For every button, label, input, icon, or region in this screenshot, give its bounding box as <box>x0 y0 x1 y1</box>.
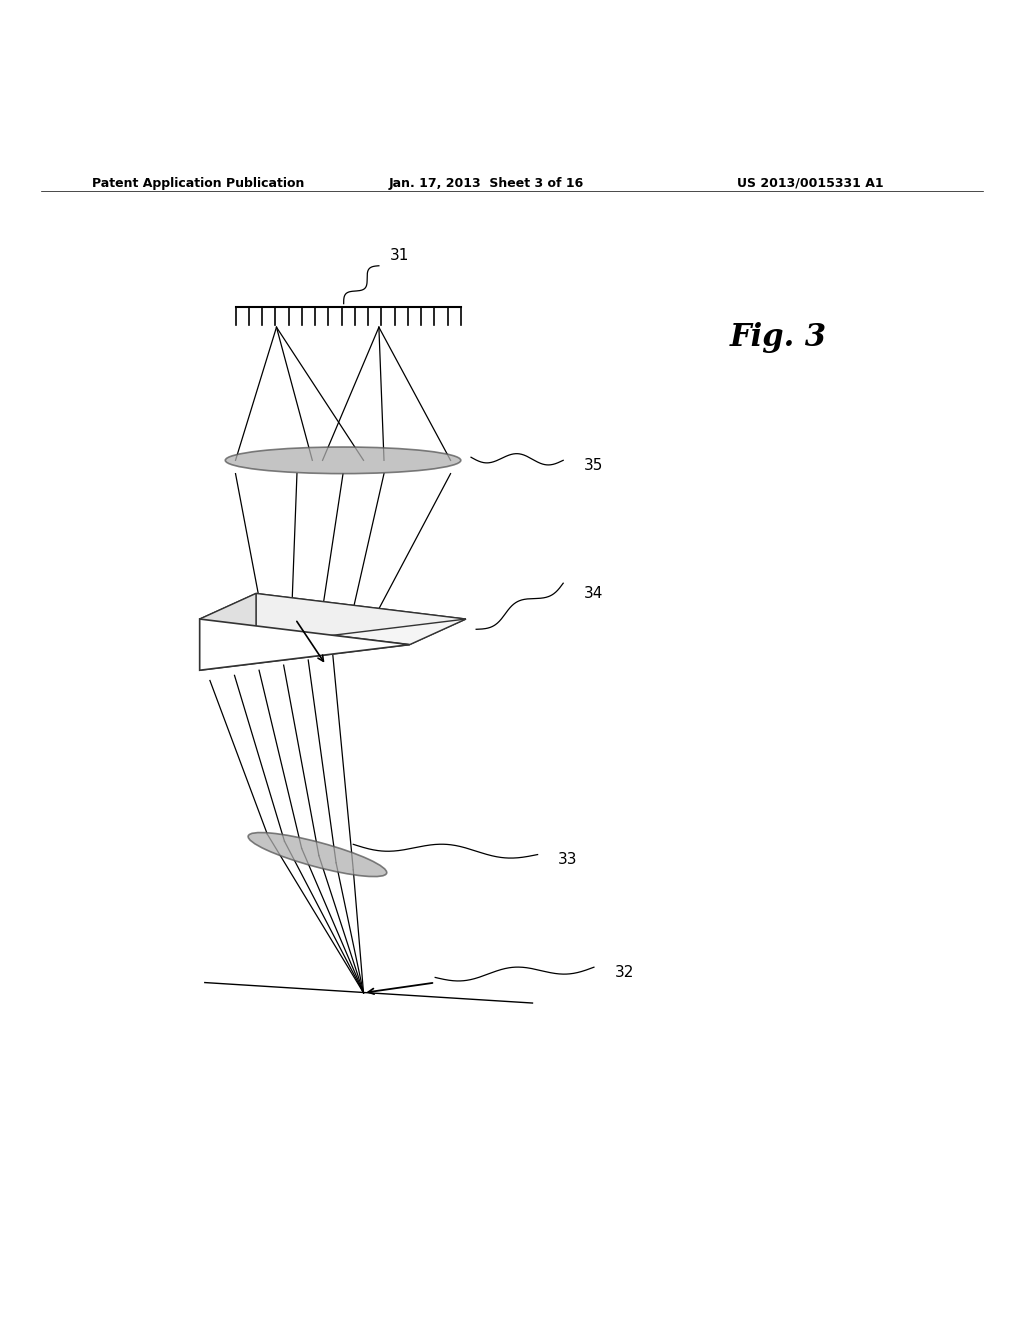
Text: US 2013/0015331 A1: US 2013/0015331 A1 <box>737 177 884 190</box>
Text: Jan. 17, 2013  Sheet 3 of 16: Jan. 17, 2013 Sheet 3 of 16 <box>389 177 585 190</box>
Ellipse shape <box>225 447 461 474</box>
Polygon shape <box>200 594 256 671</box>
Ellipse shape <box>248 833 387 876</box>
Text: 32: 32 <box>614 965 634 979</box>
Polygon shape <box>200 619 410 671</box>
Text: 31: 31 <box>390 248 409 263</box>
Polygon shape <box>200 594 466 644</box>
Text: Patent Application Publication: Patent Application Publication <box>92 177 304 190</box>
Polygon shape <box>200 619 466 671</box>
Polygon shape <box>256 594 466 644</box>
Text: 34: 34 <box>584 586 603 601</box>
Text: 35: 35 <box>584 458 603 473</box>
Text: 33: 33 <box>558 853 578 867</box>
Text: Fig. 3: Fig. 3 <box>730 322 826 352</box>
